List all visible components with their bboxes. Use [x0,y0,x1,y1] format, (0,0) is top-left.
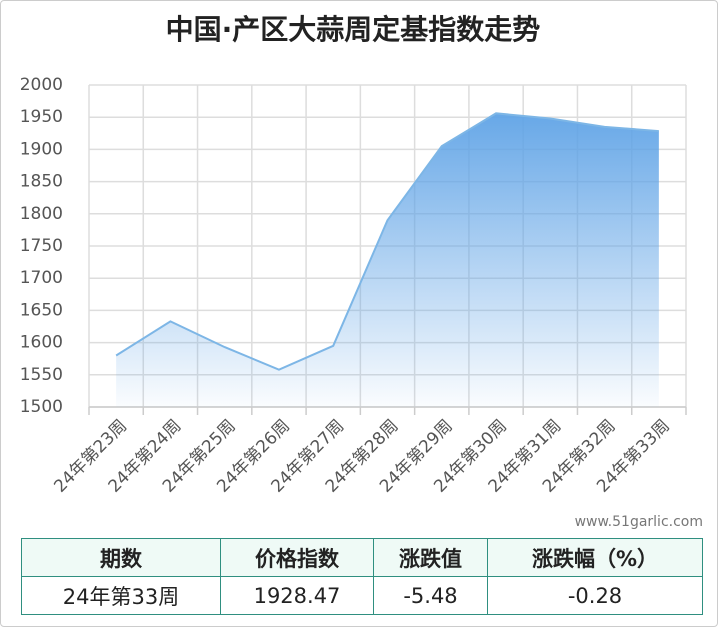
line [115,112,659,371]
y-tick-label: 1800 [20,204,63,224]
chart: 中国·产区大蒜周定基指数走势 www.51garlic.com 1500 1550… [20,13,703,530]
y-tick-label: 1500 [20,397,63,417]
y-tick-label: 1700 [20,268,63,288]
table-cell: 1928.47 [220,576,374,615]
y-tick-label: 1550 [20,365,63,385]
header-cell: 期数 [21,538,221,577]
y-tick-label: 1900 [20,139,63,159]
y-tick-label: 1950 [20,107,63,127]
data-table: 期数 价格指数 涨跌值 涨跌幅（%） 24年第33周 1928.47 -5.48 -0.28 [21,538,703,615]
chart-title: 中国·产区大蒜周定基指数走势 [166,13,541,46]
table-cell: 24年第33周 [21,576,221,615]
table-row: 24年第33周 1928.47 -5.48 -0.28 [21,576,703,615]
y-tick-label: 1850 [20,172,63,192]
y-tick-label: 1750 [20,236,63,256]
table-cell: -5.48 [373,576,488,615]
header-cell: 价格指数 [220,538,374,577]
table-header: 期数 价格指数 涨跌值 涨跌幅（%） [21,538,703,577]
header-cell: 涨跌值 [373,538,488,577]
y-tick-label: 1650 [20,300,63,320]
y-tick-label: 2000 [20,75,63,95]
area [116,113,659,407]
y-tick-label: 1600 [20,333,63,353]
header-cell: 涨跌幅（%） [487,538,703,577]
watermark: www.51garlic.com [575,514,703,530]
table-cell: -0.28 [487,576,703,615]
